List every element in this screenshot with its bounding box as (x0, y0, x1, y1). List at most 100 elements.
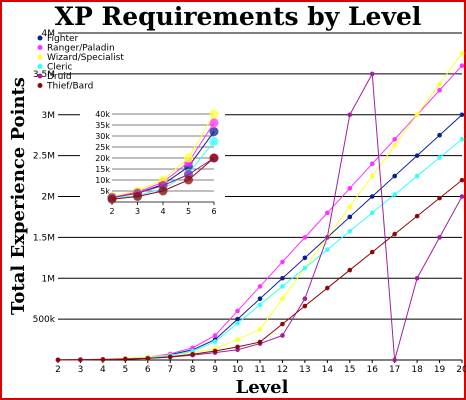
data-point (235, 344, 240, 350)
legend-label: Thief/Bard (46, 82, 93, 92)
y-tick-label: 4M (42, 29, 56, 39)
y-tick-label: 3.5M (33, 70, 55, 80)
data-point (437, 235, 442, 240)
inset-x-tick-label: 2 (109, 207, 114, 216)
inset-y-tick-label: 20k (95, 154, 110, 163)
data-point (212, 348, 218, 354)
data-point (325, 247, 330, 252)
inset-data-point (133, 192, 142, 201)
data-point (280, 296, 285, 301)
x-tick-label: 10 (232, 365, 244, 375)
data-point (325, 235, 330, 240)
data-point (437, 87, 442, 93)
x-tick-label: 6 (145, 365, 151, 375)
x-tick-label: 20 (456, 365, 466, 375)
data-point (347, 186, 353, 191)
x-tick-label: 17 (389, 365, 400, 375)
y-tick-label: 500k (33, 315, 56, 325)
legend-marker (37, 45, 43, 50)
data-point (392, 192, 397, 197)
data-point (212, 339, 218, 344)
data-point (235, 316, 240, 322)
legend-marker (37, 54, 43, 60)
series-thief-bard (55, 177, 465, 363)
data-point (459, 63, 465, 68)
legend-label: Wizard/Specialist (47, 53, 124, 63)
data-point (280, 275, 285, 281)
inset-data-point (209, 118, 219, 128)
legend-label: Fighter (47, 34, 79, 44)
x-tick-label: 8 (190, 365, 196, 375)
data-point (257, 284, 263, 289)
data-point (392, 357, 397, 363)
data-point (459, 136, 465, 142)
inset-plot: 5k 10k 15k 20k 25k 30k 35k 40k 2 3 4 5 6 (80, 106, 225, 222)
data-point (437, 132, 442, 138)
x-tick-label: 18 (411, 365, 423, 375)
data-point (257, 296, 263, 301)
data-point (190, 348, 195, 354)
x-tick-label: 11 (254, 365, 265, 375)
data-point (347, 112, 353, 118)
data-point (369, 249, 375, 255)
legend-marker (37, 35, 43, 41)
data-point (347, 267, 353, 273)
inset-y-tick-label: 10k (95, 176, 110, 185)
data-point (212, 333, 218, 338)
inset-data-point (184, 175, 193, 185)
y-tick-label: 1.5M (33, 233, 55, 243)
data-point (347, 204, 353, 210)
inset-data-point (158, 186, 168, 196)
inset-data-point (209, 109, 219, 119)
x-tick-label: 2 (55, 365, 61, 375)
data-point (302, 235, 308, 240)
data-point (369, 210, 375, 216)
data-point (100, 357, 106, 362)
data-point (414, 173, 420, 179)
data-point (414, 213, 420, 219)
data-point (459, 194, 465, 199)
inset-background (80, 106, 225, 222)
data-point (369, 194, 375, 199)
data-point (437, 81, 442, 87)
data-point (459, 51, 465, 56)
x-tick-label: 12 (277, 365, 288, 375)
data-point (437, 155, 442, 160)
data-point (459, 177, 465, 183)
x-tick-label: 3 (78, 365, 84, 375)
data-point (55, 357, 61, 363)
data-point (369, 161, 375, 167)
data-point (235, 308, 240, 314)
data-point (145, 356, 151, 361)
y-tick-label: 1M (42, 274, 56, 284)
data-point (280, 333, 285, 338)
inset-y-tick-label: 15k (95, 165, 110, 174)
data-point (190, 351, 195, 357)
data-point (257, 302, 263, 308)
data-point (78, 357, 83, 363)
x-tick-label: 7 (167, 365, 173, 375)
data-point (459, 112, 465, 118)
data-point (369, 173, 375, 179)
legend: FighterRanger/PaladinWizard/SpecialistCl… (37, 34, 124, 92)
data-point (325, 210, 330, 216)
inset-data-point (209, 127, 219, 137)
x-tick-label: 15 (344, 365, 355, 375)
y-tick-label: 3M (42, 111, 56, 121)
inset-series (107, 153, 219, 204)
x-tick-label: 13 (299, 365, 310, 375)
data-point (302, 255, 308, 261)
legend-label: Cleric (47, 63, 73, 73)
inset-x-tick-label: 3 (135, 207, 140, 216)
x-tick-label: 5 (122, 365, 128, 375)
x-tick-label: 19 (434, 365, 446, 375)
inset-data-point (107, 194, 117, 204)
data-point (325, 285, 330, 291)
data-point (437, 195, 442, 201)
data-point (414, 275, 420, 281)
data-point (392, 136, 397, 142)
x-tick-label: 9 (212, 365, 218, 375)
data-point (392, 173, 397, 179)
data-point (414, 112, 420, 118)
